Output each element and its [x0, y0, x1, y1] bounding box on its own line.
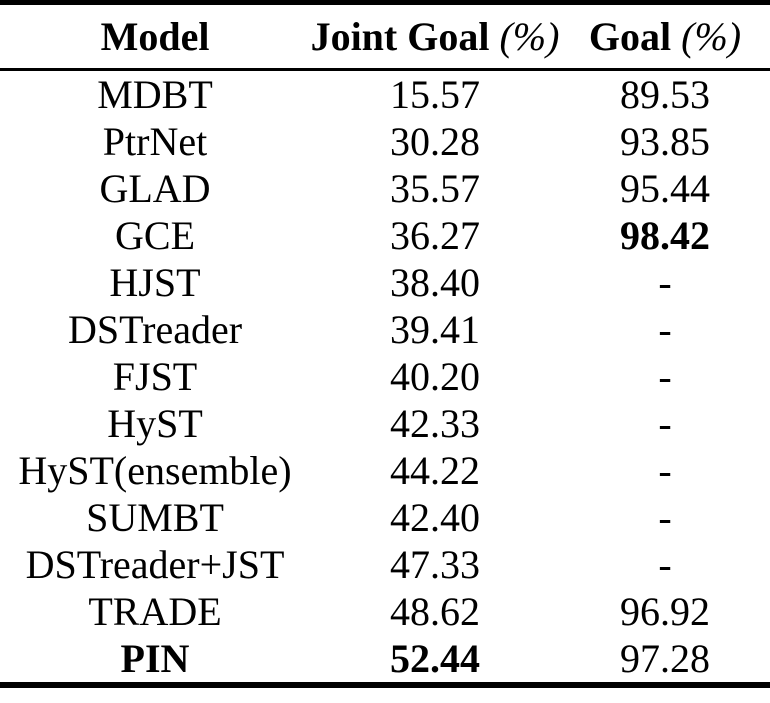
- results-table: Model Joint Goal (%) Goal (%) MDBT 15.57…: [0, 0, 770, 688]
- table-row: HyST(ensemble) 44.22 -: [0, 447, 770, 494]
- joint-goal-cell: 30.28: [390, 119, 480, 164]
- header-row: Model Joint Goal (%) Goal (%): [0, 2, 770, 71]
- table-row: DSTreader+JST 47.33 -: [0, 541, 770, 588]
- header-joint-goal: Joint Goal (%): [310, 2, 560, 71]
- header-joint-goal-suffix: (%): [499, 14, 560, 59]
- model-cell: DSTreader+JST: [25, 542, 285, 587]
- joint-goal-cell: 35.57: [390, 166, 480, 211]
- goal-cell: 97.28: [620, 636, 710, 681]
- model-cell: FJST: [112, 354, 198, 399]
- header-goal-label: Goal: [588, 14, 672, 59]
- header-model: Model: [0, 2, 310, 71]
- joint-goal-cell: 44.22: [390, 448, 480, 493]
- goal-cell: 98.42: [620, 213, 710, 258]
- model-cell: PtrNet: [102, 119, 208, 164]
- joint-goal-cell: 40.20: [390, 354, 480, 399]
- goal-cell: 93.85: [620, 119, 710, 164]
- model-cell: SUMBT: [86, 495, 224, 540]
- goal-cell: 89.53: [620, 72, 710, 117]
- header-goal-suffix: (%): [681, 14, 742, 59]
- model-cell: PIN: [120, 636, 190, 681]
- table-row: GLAD 35.57 95.44: [0, 165, 770, 212]
- table-row: HJST 38.40 -: [0, 259, 770, 306]
- joint-goal-cell: 52.44: [390, 636, 480, 681]
- model-cell: HyST(ensemble): [18, 448, 292, 493]
- model-cell: HJST: [109, 260, 201, 305]
- model-cell: TRADE: [88, 589, 222, 634]
- goal-cell: -: [658, 542, 672, 587]
- model-cell: DSTreader: [67, 307, 243, 352]
- joint-goal-cell: 42.40: [390, 495, 480, 540]
- table-row: PtrNet 30.28 93.85: [0, 118, 770, 165]
- goal-cell: -: [658, 307, 672, 352]
- goal-cell: -: [658, 495, 672, 540]
- goal-cell: -: [658, 354, 672, 399]
- goal-cell: -: [658, 448, 672, 493]
- model-cell: GLAD: [99, 166, 211, 211]
- joint-goal-cell: 15.57: [390, 72, 480, 117]
- table-row: HyST 42.33 -: [0, 400, 770, 447]
- joint-goal-cell: 36.27: [390, 213, 480, 258]
- joint-goal-cell: 39.41: [390, 307, 480, 352]
- joint-goal-cell: 38.40: [390, 260, 480, 305]
- model-cell: MDBT: [97, 72, 213, 117]
- goal-cell: 95.44: [620, 166, 710, 211]
- goal-cell: -: [658, 260, 672, 305]
- header-joint-goal-label: Joint Goal: [310, 14, 490, 59]
- table-body: MDBT 15.57 89.53 PtrNet 30.28 93.85 GLAD…: [0, 70, 770, 686]
- table-row: FJST 40.20 -: [0, 353, 770, 400]
- model-cell: HyST: [107, 401, 203, 446]
- joint-goal-cell: 47.33: [390, 542, 480, 587]
- header-goal: Goal (%): [560, 2, 770, 71]
- goal-cell: -: [658, 401, 672, 446]
- table-row: MDBT 15.57 89.53: [0, 70, 770, 119]
- joint-goal-cell: 42.33: [390, 401, 480, 446]
- model-cell: GCE: [115, 213, 195, 258]
- goal-cell: 96.92: [620, 589, 710, 634]
- table-row: TRADE 48.62 96.92: [0, 588, 770, 635]
- table-row: GCE 36.27 98.42: [0, 212, 770, 259]
- header-model-label: Model: [100, 14, 210, 59]
- table-row: DSTreader 39.41 -: [0, 306, 770, 353]
- table-row: SUMBT 42.40 -: [0, 494, 770, 541]
- table-row: PIN 52.44 97.28: [0, 635, 770, 685]
- joint-goal-cell: 48.62: [390, 589, 480, 634]
